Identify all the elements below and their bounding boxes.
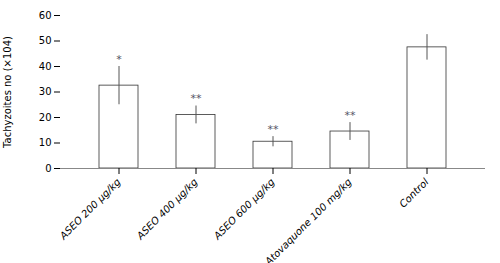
svg-text:0: 0 [45,163,51,174]
svg-text:50: 50 [39,35,52,46]
svg-text:**: ** [345,109,357,122]
svg-text:ASEO 200 μg/kg: ASEO 200 μg/kg [57,176,123,242]
svg-text:Atovaquone 100 mg/kg: Atovaquone 100 mg/kg [262,176,353,263]
svg-text:**: ** [191,92,203,105]
svg-text:**: ** [268,123,280,136]
svg-text:Tachyzoites no (×104): Tachyzoites no (×104) [2,36,13,149]
svg-text:Control: Control [397,176,431,210]
svg-text:20: 20 [39,112,52,123]
svg-text:*: * [116,53,122,66]
svg-text:40: 40 [39,61,52,72]
svg-text:30: 30 [39,86,52,97]
svg-text:60: 60 [39,10,52,21]
svg-text:10: 10 [39,137,52,148]
svg-text:ASEO 600 μg/kg: ASEO 600 μg/kg [211,176,277,242]
svg-text:ASEO 400 μg/kg: ASEO 400 μg/kg [134,176,200,242]
